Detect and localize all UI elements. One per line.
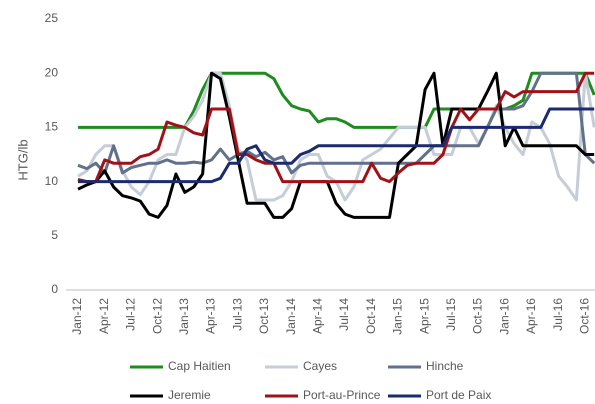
y-tick-label: 20 bbox=[45, 65, 59, 79]
x-tick-label: Jan-16 bbox=[497, 298, 511, 335]
x-tick-label: Oct-13 bbox=[257, 298, 271, 334]
series-line bbox=[78, 71, 595, 129]
x-tick-label: Oct-14 bbox=[364, 298, 378, 334]
y-axis-label: HTG/lb bbox=[15, 139, 30, 180]
y-tick-label: 0 bbox=[51, 282, 58, 296]
x-tick-label: Jul-15 bbox=[444, 298, 458, 331]
x-tick-label: Oct-12 bbox=[150, 298, 164, 334]
x-tick-label: Jul-13 bbox=[230, 298, 244, 331]
x-tick-label: Jul-12 bbox=[124, 298, 138, 331]
series-line bbox=[78, 107, 595, 184]
legend-label: Cap Haitien bbox=[168, 359, 231, 373]
legend-label: Port-au-Prince bbox=[303, 388, 381, 402]
series-line bbox=[77, 71, 595, 219]
x-tick-label: Jan-14 bbox=[284, 298, 298, 335]
x-tick-label: Apr-16 bbox=[524, 298, 538, 334]
x-tick-label: Jan-12 bbox=[70, 298, 84, 335]
x-tick-label: Apr-15 bbox=[417, 298, 431, 334]
x-tick-label: Jan-15 bbox=[391, 298, 405, 335]
x-tick-label: Apr-14 bbox=[310, 298, 324, 334]
y-tick-label: 15 bbox=[45, 120, 59, 134]
legend-label: Port de Paix bbox=[426, 388, 491, 402]
plot-area bbox=[77, 71, 595, 219]
legend-label: Hinche bbox=[426, 359, 464, 373]
y-tick-label: 10 bbox=[45, 174, 59, 188]
legend-label: Cayes bbox=[303, 359, 337, 373]
x-tick-label: Jul-16 bbox=[551, 298, 565, 331]
x-tick-label: Oct-15 bbox=[471, 298, 485, 334]
series-line bbox=[77, 71, 595, 184]
y-tick-label: 25 bbox=[45, 11, 59, 25]
x-tick-label: Jul-14 bbox=[337, 298, 351, 331]
series-line bbox=[77, 71, 595, 175]
x-tick-label: Jan-13 bbox=[177, 298, 191, 335]
x-tick-label: Oct-16 bbox=[577, 298, 591, 334]
y-tick-label: 5 bbox=[51, 228, 58, 242]
x-tick-label: Apr-12 bbox=[97, 298, 111, 334]
legend-label: Jeremie bbox=[168, 388, 211, 402]
x-tick-label: Apr-13 bbox=[204, 298, 218, 334]
